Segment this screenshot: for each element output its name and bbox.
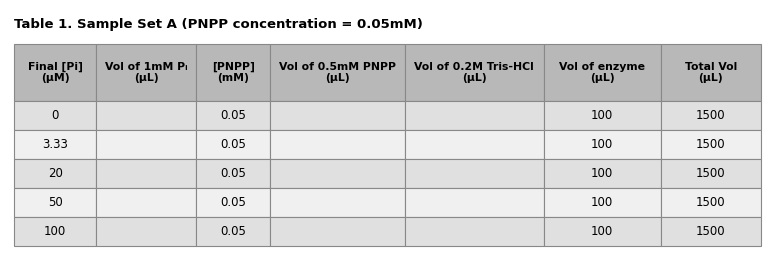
Text: 3.33: 3.33 bbox=[42, 138, 68, 151]
Text: 100: 100 bbox=[44, 225, 66, 238]
Text: 0.05: 0.05 bbox=[220, 109, 246, 122]
Bar bbox=[270, 130, 405, 159]
Text: 0.05: 0.05 bbox=[220, 196, 246, 209]
Text: Total Vol
(μL): Total Vol (μL) bbox=[685, 61, 737, 83]
Bar bbox=[196, 217, 270, 246]
Text: 100: 100 bbox=[591, 196, 614, 209]
Bar bbox=[14, 159, 96, 188]
Bar bbox=[405, 188, 544, 217]
Bar bbox=[661, 217, 761, 246]
Bar bbox=[14, 101, 96, 130]
Text: 1500: 1500 bbox=[696, 225, 725, 238]
Bar bbox=[14, 130, 96, 159]
Text: 0: 0 bbox=[52, 109, 59, 122]
Text: Vol of 0.5mM PNPP
(μL): Vol of 0.5mM PNPP (μL) bbox=[279, 61, 396, 83]
Text: Final [Pi]
(μM): Final [Pi] (μM) bbox=[28, 61, 82, 83]
Text: 100: 100 bbox=[591, 225, 614, 238]
Bar bbox=[544, 44, 661, 101]
Text: Table 1. Sample Set A (PNPP concentration = 0.05mM): Table 1. Sample Set A (PNPP concentratio… bbox=[14, 18, 423, 31]
Text: 20: 20 bbox=[48, 167, 62, 180]
Text: 1500: 1500 bbox=[696, 167, 725, 180]
Bar bbox=[96, 101, 196, 130]
Text: 100: 100 bbox=[591, 138, 614, 151]
Bar bbox=[544, 217, 661, 246]
Bar bbox=[96, 159, 196, 188]
Text: 1500: 1500 bbox=[696, 138, 725, 151]
Bar bbox=[661, 101, 761, 130]
Bar bbox=[270, 159, 405, 188]
Bar bbox=[96, 130, 196, 159]
Bar bbox=[661, 130, 761, 159]
Bar bbox=[661, 159, 761, 188]
Bar bbox=[196, 159, 270, 188]
Bar bbox=[405, 130, 544, 159]
Bar bbox=[405, 101, 544, 130]
Text: 100: 100 bbox=[591, 109, 614, 122]
Text: [PNPP]
(mM): [PNPP] (mM) bbox=[212, 61, 255, 83]
Text: Vol of 1mM Pᵢ
(μL): Vol of 1mM Pᵢ (μL) bbox=[105, 61, 188, 83]
Bar bbox=[270, 217, 405, 246]
Text: 1500: 1500 bbox=[696, 109, 725, 122]
Bar bbox=[405, 44, 544, 101]
Text: 50: 50 bbox=[48, 196, 62, 209]
Bar bbox=[96, 188, 196, 217]
Text: 0.05: 0.05 bbox=[220, 167, 246, 180]
Bar bbox=[544, 159, 661, 188]
Bar bbox=[196, 130, 270, 159]
Bar bbox=[14, 44, 96, 101]
Bar bbox=[14, 188, 96, 217]
Bar bbox=[270, 44, 405, 101]
Text: 100: 100 bbox=[591, 167, 614, 180]
Text: 0.05: 0.05 bbox=[220, 225, 246, 238]
Bar bbox=[196, 44, 270, 101]
Bar bbox=[270, 101, 405, 130]
Text: Vol of 0.2M Tris-HCl
(μL): Vol of 0.2M Tris-HCl (μL) bbox=[414, 61, 534, 83]
Bar bbox=[544, 130, 661, 159]
Bar bbox=[96, 44, 196, 101]
Bar bbox=[96, 217, 196, 246]
Bar bbox=[405, 217, 544, 246]
Bar bbox=[661, 44, 761, 101]
Bar bbox=[544, 101, 661, 130]
Bar bbox=[661, 188, 761, 217]
Text: 1500: 1500 bbox=[696, 196, 725, 209]
Text: 0.05: 0.05 bbox=[220, 138, 246, 151]
Bar bbox=[544, 188, 661, 217]
Bar bbox=[405, 159, 544, 188]
Bar bbox=[196, 188, 270, 217]
Bar bbox=[270, 188, 405, 217]
Text: Vol of enzyme
(μL): Vol of enzyme (μL) bbox=[559, 61, 645, 83]
Bar bbox=[196, 101, 270, 130]
Bar bbox=[14, 217, 96, 246]
